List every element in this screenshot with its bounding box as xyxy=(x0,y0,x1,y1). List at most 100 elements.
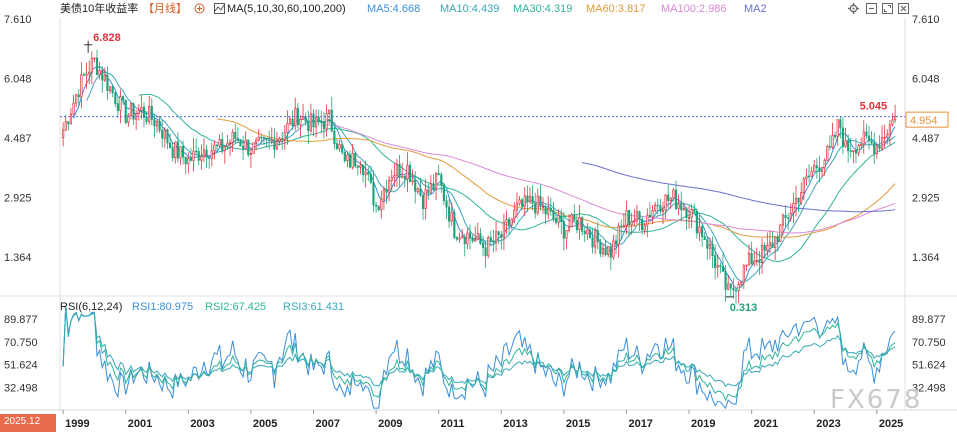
candle xyxy=(711,236,714,269)
candle xyxy=(701,224,704,247)
candle xyxy=(802,176,805,201)
candle xyxy=(680,191,683,222)
candle xyxy=(541,197,545,214)
candle xyxy=(127,113,130,127)
price-tick-left: 2.925 xyxy=(4,192,32,204)
candle xyxy=(510,218,513,230)
candle xyxy=(440,172,443,193)
candle xyxy=(322,111,326,139)
candle xyxy=(807,164,811,183)
ma5-value: MA5:4.668 xyxy=(367,3,421,15)
candle xyxy=(200,144,203,170)
candle xyxy=(531,185,534,211)
candle xyxy=(150,98,153,126)
candle xyxy=(333,124,336,150)
candle xyxy=(847,134,850,163)
candle xyxy=(497,230,500,245)
candle xyxy=(734,287,738,304)
candle xyxy=(119,89,122,124)
period-selector[interactable]: 【月线】 xyxy=(143,3,187,15)
candle xyxy=(395,159,399,188)
candle xyxy=(544,205,547,225)
collapse-icon[interactable] xyxy=(866,3,877,14)
candle xyxy=(776,233,779,252)
candle xyxy=(226,134,229,150)
candle xyxy=(249,149,252,168)
candle xyxy=(432,174,435,192)
candle xyxy=(257,129,260,142)
candle xyxy=(745,264,748,271)
candle xyxy=(320,110,323,133)
ma30-value: MA30:4.319 xyxy=(513,3,573,15)
ma-params-label[interactable]: MA(5,10,30,60,100,200) xyxy=(227,3,346,15)
candle xyxy=(307,110,310,144)
add-indicator-icon[interactable] xyxy=(194,3,205,14)
expand-icon[interactable] xyxy=(882,3,893,14)
candle xyxy=(761,238,764,274)
candle xyxy=(294,97,297,131)
candle xyxy=(880,125,884,151)
candle xyxy=(813,160,816,173)
candle xyxy=(873,132,876,165)
candle xyxy=(562,211,565,251)
rsi-tick-left: 51.624 xyxy=(4,360,38,372)
candle xyxy=(208,155,211,169)
candle xyxy=(101,66,104,93)
moving-average-lines xyxy=(73,66,896,290)
close-icon[interactable] xyxy=(898,3,909,14)
candle xyxy=(242,136,245,161)
candle xyxy=(382,186,385,210)
candle xyxy=(667,184,670,209)
candle xyxy=(455,236,459,242)
candle xyxy=(659,198,662,214)
candle xyxy=(90,50,93,85)
candle xyxy=(135,109,138,131)
candle xyxy=(317,109,320,126)
candle xyxy=(479,228,482,246)
candle xyxy=(197,147,200,166)
year-label: 2009 xyxy=(378,418,402,430)
candle xyxy=(523,187,526,216)
rsi-tick-left: 32.498 xyxy=(4,382,38,394)
candle xyxy=(325,104,328,137)
candle xyxy=(155,119,159,133)
candle xyxy=(64,115,67,132)
candle xyxy=(513,202,516,224)
candle xyxy=(781,213,785,236)
candle xyxy=(886,129,889,145)
last-label: 5.045 xyxy=(860,101,888,113)
candle xyxy=(385,179,388,204)
candle xyxy=(195,138,198,155)
candle xyxy=(854,138,858,164)
candle xyxy=(810,166,813,178)
year-label: 2007 xyxy=(316,418,340,430)
candle xyxy=(262,136,266,145)
ma-indicator-icon[interactable] xyxy=(214,3,225,14)
candle xyxy=(176,132,179,163)
rsi-axis-left: 89.877 70.750 51.624 32.498 xyxy=(4,314,38,394)
candle xyxy=(448,199,451,229)
candle xyxy=(792,192,795,224)
candle xyxy=(836,119,839,146)
candle xyxy=(500,230,503,250)
candle xyxy=(129,102,133,120)
candle xyxy=(474,226,477,243)
candle xyxy=(124,99,127,125)
year-label: 2025 xyxy=(879,418,903,430)
settings-icon[interactable] xyxy=(848,3,859,14)
candle xyxy=(406,152,409,193)
rsi-params-label[interactable]: RSI(6,12,24) xyxy=(60,301,123,313)
candle xyxy=(213,140,216,160)
candle xyxy=(724,265,727,302)
candle xyxy=(236,127,239,142)
candle xyxy=(635,204,638,225)
candle xyxy=(661,201,665,224)
candle xyxy=(818,155,821,183)
ma100-value: MA100:2.986 xyxy=(661,3,727,15)
ma30-line xyxy=(138,93,896,263)
candle xyxy=(335,138,339,151)
candle xyxy=(283,124,286,150)
price-axis-right: 7.610 6.048 4.487 2.925 1.364 xyxy=(912,14,940,264)
candle xyxy=(252,142,255,155)
